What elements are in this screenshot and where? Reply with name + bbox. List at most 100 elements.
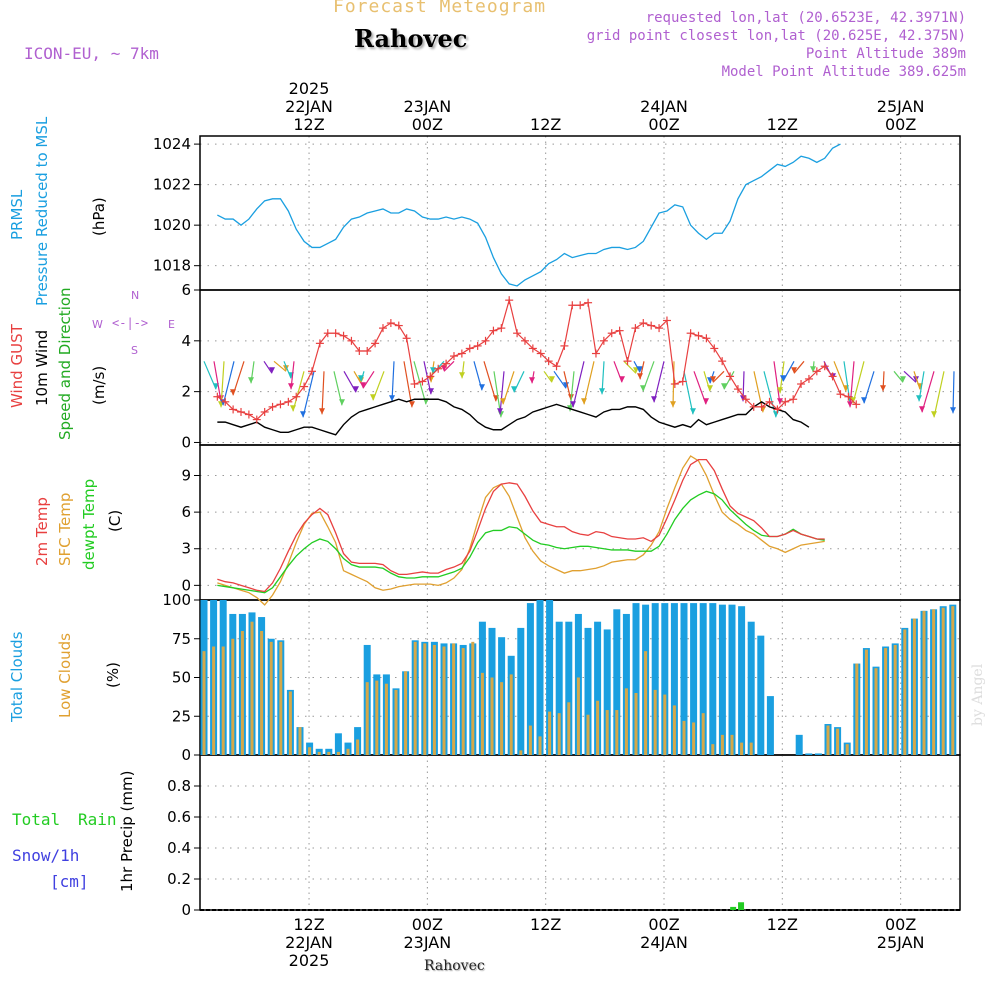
low-cloud-bar [711,744,715,755]
temperature-ytick-label: 6 [181,503,191,521]
low-cloud-bar [730,734,734,755]
wind-direction-arrow [633,361,641,373]
wind-arrow-head [353,386,359,393]
wind-arrow-head [360,382,366,389]
low-cloud-bar [576,677,580,755]
wind-arrow-head [931,411,937,418]
low-cloud-bar [394,689,398,755]
wind-direction-arrow [653,361,665,403]
wind-direction-arrow [763,371,777,418]
total-cloud-bar [795,734,803,755]
total-cloud-bar [565,621,573,755]
low-cloud-bar [471,641,475,755]
low-cloud-bar [452,643,456,755]
bottom-time-label: 12Z [293,915,324,934]
low-cloud-bar [231,638,235,755]
compass-e: E [168,318,175,331]
wind-direction-arrow [921,371,935,413]
total-cloud-bar [651,603,659,755]
low-cloud-bar [682,720,686,755]
low-cloud-bar [932,609,936,755]
wind-direction-arrow [499,371,505,415]
sfc-temp-line [217,455,825,606]
top-time-label: 23JAN [404,97,452,116]
total-cloud-bar [766,696,774,755]
wind-arrow-head [529,377,535,384]
low-cloud-bar [557,713,561,755]
total-cloud-bar [546,600,554,755]
low-cloud-bar [327,751,331,755]
wind-ytick-label: 6 [181,281,191,299]
wind-arrow-head [269,367,275,374]
wind-direction-arrow [723,371,735,390]
bottom-time-label: 24JAN [640,933,688,952]
precipitation-ytick-label: 0 [181,901,191,919]
wind-direction-arrow [572,361,585,408]
top-time-label: 12Z [530,115,561,134]
bottom-time-label: 12Z [767,915,798,934]
wind-direction-arrow [543,370,553,383]
precip-total-label: Total [12,810,61,829]
low-cloud-bar [509,674,513,755]
low-cloud-bar [212,646,216,755]
wind-arrow-head [707,385,713,392]
low-cloud-bar [826,725,830,755]
wind-direction-arrow [852,361,865,404]
wind-arrow-head [710,376,716,383]
wind-arrow-head [777,398,783,405]
low-cloud-bar [384,683,388,755]
total-cloud-bar [738,606,746,755]
low-cloud-bar [317,751,321,755]
low-cloud-bar [903,629,907,755]
wind-arrow-head [791,367,797,374]
low-cloud-bar [404,671,408,755]
low-cloud-bar [624,688,628,755]
total-cloud-bar [728,604,736,755]
wind-arrow-head [428,376,434,383]
wind-arrow-head [640,385,646,392]
total-cloud-bar [718,604,726,755]
total-cloud-bar [555,621,563,755]
wind-arrow-head [570,401,576,408]
wind-arrow-head [721,383,727,390]
low-cloud-bar [615,710,619,755]
top-time-label: 22JAN [285,97,333,116]
wind-direction-arrow [583,361,595,405]
footer-location: Rahovec [424,958,485,974]
precipitation-ytick-label: 0.6 [167,808,191,826]
total-cloud-bar [613,609,621,755]
low-cloud-bar [423,643,427,755]
total-cloud-bar [334,733,342,755]
bottom-time-label: 00Z [885,915,916,934]
meteogram-subtitle: Forecast Meteogram [333,0,547,17]
wind-arrow-head [428,388,434,395]
wind-direction-arrow [403,361,413,408]
total-cloud-bar [680,603,688,755]
low-cloud-bar [836,728,840,755]
low-cloud-bar [519,750,523,755]
clouds-ytick-label: 100 [162,591,191,609]
clouds-ytick-label: 25 [172,707,191,725]
wind-direction-arrow [712,370,725,383]
wind-arrow-head [880,385,886,392]
point-altitude: Point Altitude 389m [805,46,966,62]
total-cloud-bar [661,603,669,755]
low-cloud-bar [845,744,849,755]
low-cloud-bar [432,644,436,755]
wind-direction-arrow [362,370,375,389]
wind-arrow-head [248,377,254,384]
temperature-ytick-label: 9 [181,467,191,485]
low-cloud-bar [490,677,494,755]
wind-arrow-head [703,398,709,405]
total-cloud-bar [757,635,765,755]
low-cloud-bar [720,734,724,755]
wind-arrow-head [916,395,922,402]
wind-direction-arrow [292,371,305,412]
location-title: Rahovec [354,24,468,53]
wind-direction-arrow [321,371,325,415]
precipitation-ytick-label: 0.2 [167,870,191,888]
wind-arrow-head [847,401,853,408]
wind-arrow-head [319,408,325,415]
wind-direction-arrow [683,371,694,415]
